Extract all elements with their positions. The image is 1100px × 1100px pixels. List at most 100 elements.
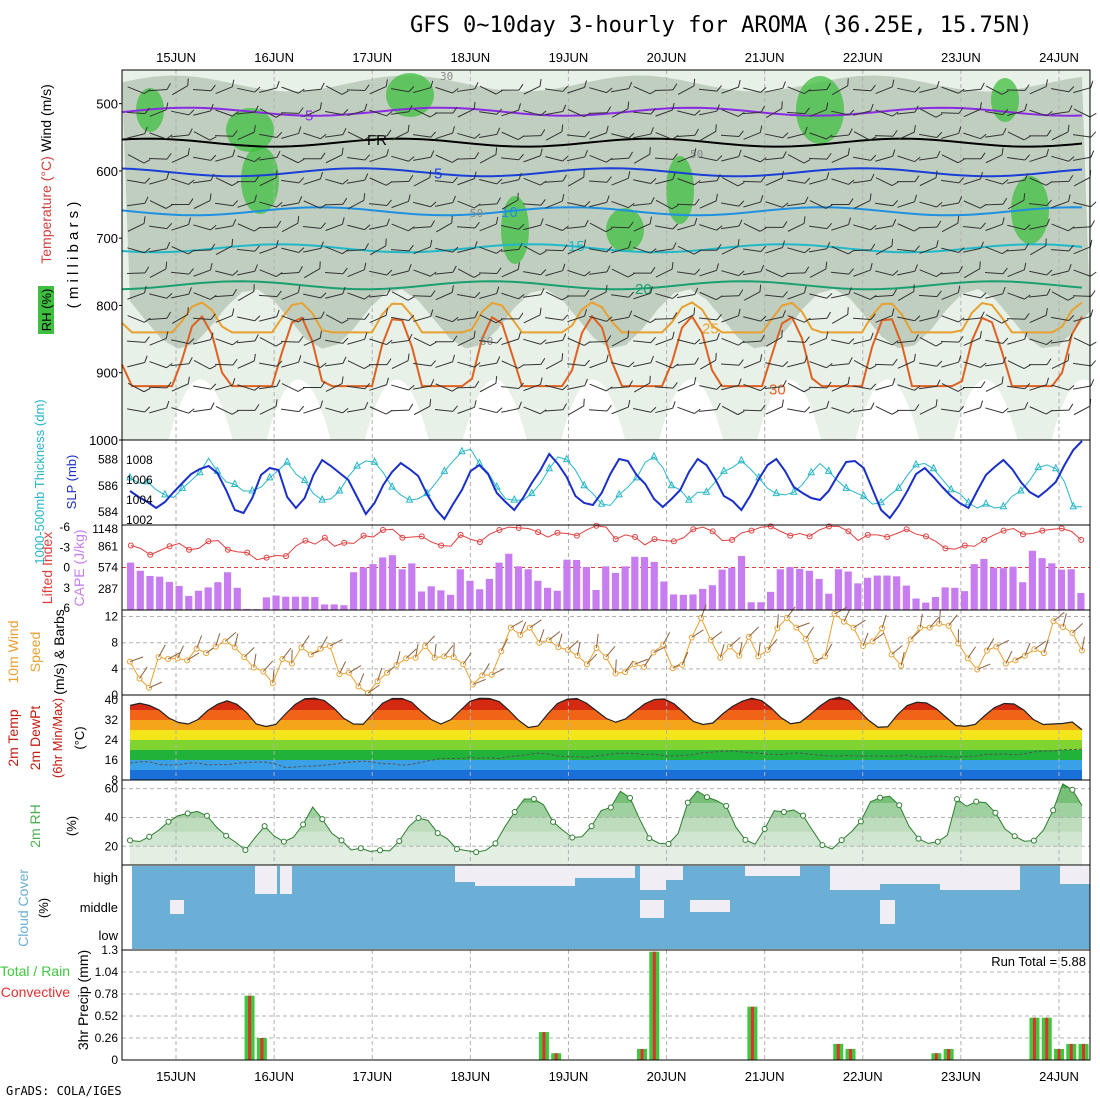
barb-flag [1068, 314, 1075, 321]
date-tick-label: 20JUN [647, 1069, 687, 1084]
surface-wind-barb [977, 663, 991, 670]
barb-flag [605, 125, 609, 133]
barb-flag [694, 357, 699, 365]
wind-barb [853, 131, 877, 141]
barb-flag [693, 307, 696, 315]
wind-barb [347, 193, 366, 210]
wind-barb [457, 330, 476, 347]
wind-barb [259, 269, 283, 277]
barb-shaft [676, 203, 696, 206]
wind-barb [853, 332, 874, 345]
wind-barb [171, 78, 189, 96]
wind-barb [501, 331, 521, 346]
barb-flag [386, 199, 392, 206]
barb-shaft [809, 268, 827, 278]
barb-flag [936, 290, 942, 297]
wind-barb [523, 288, 545, 298]
barb-flag [914, 315, 921, 322]
barb-shaft [809, 337, 827, 346]
wind-barb [765, 399, 784, 415]
barb-flag [804, 355, 808, 363]
wind-barb [545, 291, 569, 301]
barb-flag [958, 335, 964, 343]
date-tick-label: 15JUN [156, 50, 196, 65]
wind-barb [765, 132, 789, 139]
barb-shaft [237, 360, 255, 369]
wind-barb [1007, 262, 1027, 277]
barb-flag [143, 285, 147, 294]
wind-barb [281, 285, 301, 300]
barb-flag [496, 286, 500, 294]
wind-barb [258, 220, 282, 229]
surface-wind-barb [891, 645, 903, 655]
barb-flag [1068, 244, 1074, 252]
barb-shaft [215, 202, 233, 207]
surface-wind-barb [948, 614, 958, 627]
barb-shaft [127, 223, 145, 232]
barb-flag [1090, 290, 1096, 297]
temp-band [130, 700, 1082, 710]
wind-barb [588, 335, 612, 343]
wind-barb [281, 215, 300, 233]
barb-flag [561, 353, 564, 361]
barb-shaft [369, 270, 387, 276]
barb-shaft [808, 386, 828, 389]
precip-convective-bar [947, 1049, 951, 1060]
barb-shaft [523, 271, 541, 276]
barb-flag [671, 102, 675, 111]
thickness-point [824, 466, 833, 474]
barb-shaft [1028, 203, 1048, 206]
clear-sky-block [640, 866, 666, 890]
barb-flag [540, 180, 547, 186]
wind-barb [919, 337, 943, 347]
barb-flag [672, 242, 677, 250]
barb-shaft [281, 408, 299, 413]
precip-convective-bar [1082, 1043, 1086, 1060]
wind-barb [325, 246, 349, 255]
wind-barb [237, 384, 261, 391]
wind-barb [325, 85, 349, 95]
surface-wind-barb [796, 622, 810, 629]
barb-flag [496, 248, 503, 254]
barb-flag [1023, 364, 1031, 370]
barb-flag [760, 404, 766, 412]
barb-flag [540, 409, 547, 415]
thickness-point [929, 463, 938, 472]
barb-flag [342, 407, 349, 414]
cape-bar [854, 583, 862, 610]
wind-barb [501, 262, 520, 278]
barb-flag [143, 159, 151, 164]
barb-flag [826, 292, 833, 299]
rh2m-axis-unit: (%) [64, 816, 79, 836]
wind-barb [677, 178, 701, 186]
barb-shaft [567, 108, 585, 118]
barb-shaft [919, 87, 937, 93]
cape-bar [767, 591, 775, 610]
barb-flag [672, 83, 678, 91]
wind-barb [303, 241, 324, 253]
barb-flag [474, 362, 481, 368]
barb-flag [319, 102, 322, 110]
wind-barb [1072, 220, 1095, 229]
barb-shaft [347, 131, 365, 141]
cape-bar [340, 605, 348, 610]
barb-flag [914, 264, 918, 272]
lifted-point [379, 526, 386, 533]
barb-flag [341, 147, 344, 155]
wind-barb [787, 154, 811, 164]
chart-title: GFS 0~10day 3-hourly for AROMA (36.25E, … [410, 13, 1033, 38]
barb-flag [627, 171, 631, 179]
barb-flag [606, 265, 611, 273]
thickness-point [807, 467, 816, 476]
barb-shaft [390, 180, 410, 183]
barb-flag [385, 238, 387, 246]
wind-barb [676, 128, 699, 138]
barb-flag [892, 340, 899, 346]
barb-shaft [985, 293, 1003, 299]
barb-flag [672, 172, 676, 180]
barb-shaft [215, 245, 233, 255]
wind-barb [831, 78, 849, 96]
barb-shaft [896, 340, 916, 344]
surface-wind-barb [148, 681, 163, 689]
surface-wind-barb [929, 616, 940, 628]
